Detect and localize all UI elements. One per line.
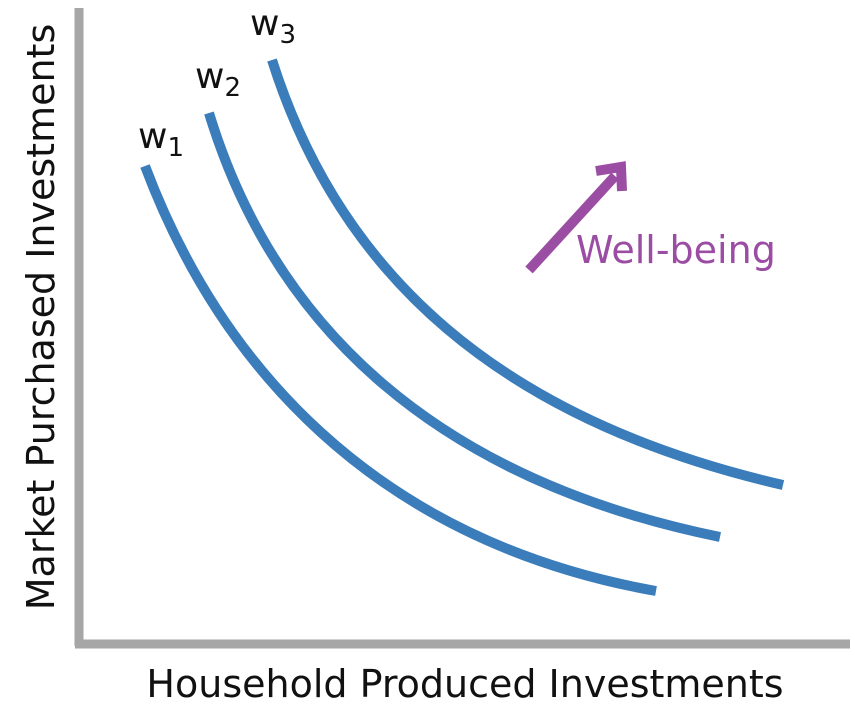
- curve-label-w1: w1: [138, 116, 184, 163]
- curve-label-w2-base: w: [195, 56, 224, 97]
- curve-w1: [140, 164, 657, 596]
- curve-label-w2: w2: [195, 56, 241, 103]
- well-being-label: Well-being: [576, 228, 776, 272]
- curve-label-w3: w3: [250, 3, 296, 50]
- curve-label-w3-sub: 3: [279, 20, 296, 50]
- well-being-arrow-head: [595, 161, 627, 192]
- curves: [140, 58, 785, 596]
- curve-w2: [204, 111, 721, 542]
- well-being-arrow: [525, 161, 627, 274]
- well-being-arrow-shaft: [525, 172, 619, 274]
- curve-label-w3-base: w: [250, 3, 279, 44]
- curve-w3: [267, 58, 785, 490]
- y-axis-title: Market Purchased Investments: [19, 24, 63, 611]
- axes: [74, 8, 850, 649]
- curve-label-w1-sub: 1: [167, 133, 184, 163]
- x-axis-title: Household Produced Investments: [146, 662, 783, 706]
- curve-label-w2-sub: 2: [224, 73, 241, 103]
- curve-label-w1-base: w: [138, 116, 167, 157]
